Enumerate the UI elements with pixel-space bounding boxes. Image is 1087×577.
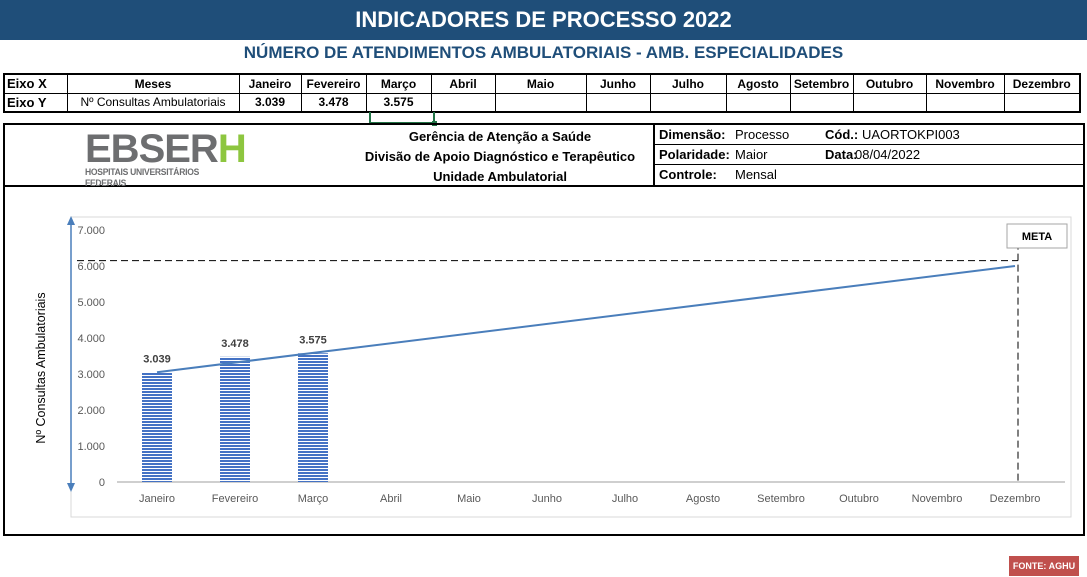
arrow-down-icon — [67, 483, 75, 492]
value-cell[interactable]: 3.575 — [365, 92, 432, 113]
ebserh-logo: EBSERH HOSPITAIS UNIVERSITÁRIOS FEDERAIS — [85, 127, 247, 189]
x-tick-label: Março — [298, 493, 329, 505]
x-tick-label: Novembro — [912, 493, 963, 505]
controle-value: Mensal — [735, 167, 777, 182]
bar — [220, 356, 250, 482]
month-cell[interactable]: Outubro — [852, 73, 927, 94]
month-cell[interactable]: Novembro — [925, 73, 1005, 94]
x-tick-label: Dezembro — [990, 493, 1041, 505]
y-axis-name[interactable]: Nº Consultas Ambulatoriais — [66, 92, 240, 113]
y-tick-label: 1.000 — [77, 441, 105, 453]
value-cell[interactable] — [649, 92, 727, 113]
y-tick-label: 5.000 — [77, 297, 105, 309]
org-line: Gerência de Atenção a Saúde — [408, 129, 592, 144]
y-tick-label: 3.000 — [77, 369, 105, 381]
x-tick-label: Junho — [532, 493, 562, 505]
data-label: 3.039 — [143, 354, 171, 366]
x-tick-label: Outubro — [839, 493, 879, 505]
polaridade-value: Maior — [735, 147, 768, 162]
source-badge: FONTE: AGHU — [1009, 556, 1079, 576]
value-cell[interactable] — [585, 92, 651, 113]
month-cell[interactable]: Janeiro — [238, 73, 302, 94]
y-tick-label: 2.000 — [77, 405, 105, 417]
x-axis-label: Eixo X — [3, 73, 68, 94]
y-tick-label: 4.000 — [77, 333, 105, 345]
y-tick-label: 6.000 — [77, 261, 105, 273]
organization-info: Gerência de Atenção a Saúde Divisão de A… — [265, 127, 735, 187]
month-cell[interactable]: Maio — [494, 73, 587, 94]
y-tick-label: 7.000 — [77, 225, 105, 237]
meta-label: META — [1022, 231, 1052, 243]
x-tick-label: Agosto — [686, 493, 720, 505]
data-label: Data: — [825, 147, 858, 162]
y-tick-label: 0 — [99, 477, 105, 489]
data-value: 08/04/2022 — [855, 147, 921, 162]
meta-box — [1006, 223, 1068, 249]
cod-value: UAORTOKPI003 — [862, 127, 960, 142]
data-label: 3.575 — [299, 334, 327, 346]
indicator-panel: EBSERH HOSPITAIS UNIVERSITÁRIOS FEDERAIS… — [3, 123, 1085, 536]
value-cell[interactable]: 3.478 — [300, 92, 367, 113]
y-axis-title: Nº Consultas Ambulatoriais — [34, 292, 48, 443]
org-line: Unidade Ambulatorial — [433, 169, 567, 184]
month-cell[interactable]: Setembro — [789, 73, 854, 94]
value-cell[interactable] — [852, 92, 927, 113]
month-cell[interactable]: Dezembro — [1003, 73, 1081, 94]
value-cell[interactable] — [789, 92, 854, 113]
value-cell[interactable] — [430, 92, 496, 113]
x-tick-label: Janeiro — [139, 493, 175, 505]
trend-line — [156, 265, 1016, 374]
panel-header: EBSERH HOSPITAIS UNIVERSITÁRIOS FEDERAIS… — [5, 125, 1083, 189]
month-cell[interactable]: Agosto — [725, 73, 791, 94]
x-tick-label: Julho — [612, 493, 638, 505]
bar — [298, 353, 328, 482]
x-tick-label: Fevereiro — [212, 493, 258, 505]
table-row: Eixo X Meses Janeiro Fevereiro Março Abr… — [3, 73, 1081, 94]
month-cell[interactable]: Março — [365, 73, 432, 94]
month-cell[interactable]: Abril — [430, 73, 496, 94]
bar-chart: 0 1.000 2.000 3.000 4.000 5.000 6.000 7.000 Jane… — [34, 216, 1072, 518]
page-title: INDICADORES DE PROCESSO 2022 — [0, 0, 1087, 40]
data-table: Eixo X Meses Janeiro Fevereiro Março Abr… — [3, 73, 1081, 113]
bar — [142, 372, 172, 482]
month-cell[interactable]: Junho — [585, 73, 651, 94]
indicator-info: Dimensão: Processo Cód.: UAORTOKPI003 Polar… — [653, 125, 1083, 185]
arrow-up-icon — [67, 216, 75, 225]
month-cell[interactable]: Julho — [649, 73, 727, 94]
x-tick-label: Maio — [457, 493, 481, 505]
dimensao-value: Processo — [735, 127, 790, 142]
value-cell[interactable]: 3.039 — [238, 92, 302, 113]
page-subtitle: NÚMERO DE ATENDIMENTOS AMBULATORIAIS - A… — [243, 43, 844, 62]
x-tick-label: Setembro — [757, 493, 805, 505]
y-axis-label: Eixo Y — [3, 92, 68, 113]
table-row: Eixo Y Nº Consultas Ambulatoriais 3.039 … — [3, 92, 1081, 113]
value-cell[interactable] — [925, 92, 1005, 113]
org-line: Divisão de Apoio Diagnóstico e Terapêuti… — [364, 149, 636, 164]
x-tick-label: Abril — [380, 493, 402, 505]
cod-label: Cód.: — [825, 127, 859, 142]
dimensao-label: Dimensão: — [659, 127, 726, 142]
value-cell[interactable] — [725, 92, 791, 113]
x-axis-name[interactable]: Meses — [66, 73, 240, 94]
data-label: 3.478 — [221, 338, 249, 350]
value-cell[interactable] — [1003, 92, 1081, 113]
controle-label: Controle: — [659, 167, 717, 182]
polaridade-label: Polaridade: — [659, 147, 730, 162]
value-cell[interactable] — [494, 92, 587, 113]
month-cell[interactable]: Fevereiro — [300, 73, 367, 94]
